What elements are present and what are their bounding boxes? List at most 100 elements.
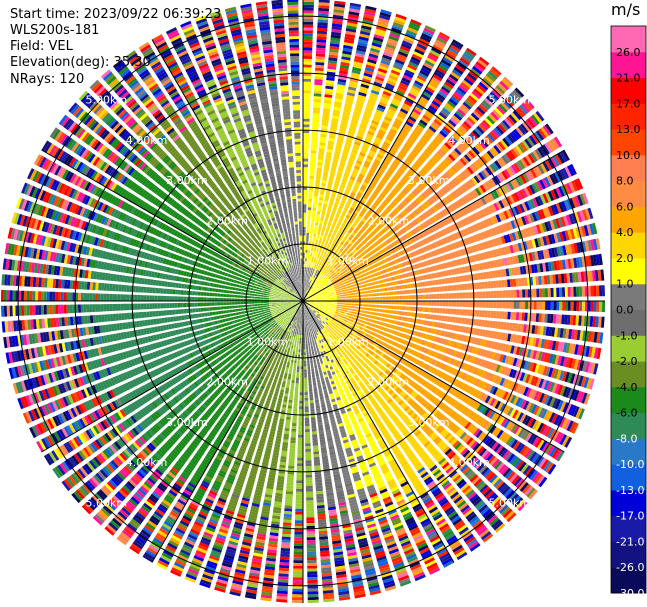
ppi-gate — [303, 241, 306, 245]
ppi-gate — [450, 308, 454, 315]
ppi-gate — [303, 41, 313, 45]
ppi-gate — [307, 210, 312, 213]
ppi-gate — [556, 301, 560, 311]
ppi-gate — [323, 165, 330, 170]
ppi-gate — [368, 293, 372, 297]
ppi-gate — [322, 116, 330, 121]
ppi-gate — [336, 90, 345, 95]
ppi-gate — [334, 287, 338, 290]
ppi-gate — [332, 109, 341, 114]
ppi-gate — [306, 238, 309, 242]
ppi-gate — [570, 286, 574, 297]
ppi-gate — [351, 306, 354, 309]
ppi-gate — [318, 10, 329, 15]
ppi-gate — [324, 160, 331, 164]
ppi-gate — [310, 224, 314, 228]
ppi-gate — [304, 286, 305, 290]
ppi-gate — [386, 314, 391, 318]
ppi-gate — [369, 315, 373, 319]
ppi-gate — [343, 312, 347, 315]
ppi-gate — [496, 301, 500, 309]
ppi-gate — [351, 298, 355, 301]
ppi-gate — [321, 125, 328, 129]
ppi-gate — [340, 61, 350, 67]
ppi-gate — [307, 267, 310, 271]
ppi-gate — [308, 250, 311, 253]
ppi-gate — [342, 294, 346, 297]
ppi-gate — [309, 267, 312, 271]
ppi-gate — [422, 294, 426, 300]
ppi-gate — [391, 305, 394, 310]
ppi-gate — [386, 282, 390, 287]
ppi-gate — [468, 292, 472, 299]
ppi-gate — [431, 301, 435, 306]
ppi-gate — [372, 312, 377, 316]
ppi-gate — [322, 302, 326, 303]
ppi-gate — [325, 299, 329, 301]
ppi-gate — [316, 33, 327, 38]
ppi-gate — [316, 257, 319, 261]
ppi-gate — [393, 310, 397, 315]
ppi-gate — [337, 81, 346, 86]
ppi-gate — [334, 3, 346, 8]
ppi-gate — [340, 64, 350, 69]
ppi-gate — [505, 290, 509, 298]
ppi-gate — [313, 230, 317, 234]
ppi-gate — [399, 306, 403, 310]
ppi-gate — [331, 120, 339, 125]
ppi-gate — [336, 84, 346, 89]
ppi-gate — [456, 284, 460, 291]
ppi-gate — [462, 301, 466, 307]
ppi-gate — [354, 298, 358, 301]
ppi-gate — [319, 194, 324, 198]
ppi-gate — [387, 287, 391, 291]
ppi-gate — [361, 310, 365, 314]
ppi-gate — [303, 0, 315, 2]
ppi-gate — [349, 2, 362, 8]
ppi-gate — [304, 289, 306, 293]
ppi-gate — [345, 315, 350, 318]
ppi-gate — [436, 286, 440, 292]
ppi-gate — [405, 306, 409, 311]
ppi-gate — [550, 301, 554, 311]
ppi-gate — [322, 177, 328, 181]
ppi-gate — [317, 299, 321, 300]
ppi-gate — [315, 251, 319, 255]
ppi-gate — [536, 288, 540, 298]
ppi-gate — [567, 287, 571, 297]
ppi-gate — [313, 196, 318, 200]
ppi-gate — [316, 248, 319, 252]
ppi-gate — [304, 272, 306, 276]
ppi-gate — [388, 296, 392, 300]
ppi-gate — [345, 30, 356, 36]
ppi-gate — [402, 290, 406, 295]
ppi-gate — [314, 87, 322, 91]
ppi-gate — [448, 293, 452, 299]
ppi-gate — [321, 122, 329, 127]
ppi-gate — [375, 285, 379, 289]
ppi-gate — [363, 314, 368, 317]
ppi-gate — [319, 196, 324, 201]
ppi-gate — [510, 301, 514, 309]
ppi-gate — [321, 180, 327, 184]
ppi-gate — [303, 195, 307, 199]
ppi-gate — [308, 195, 313, 199]
ppi-gate — [445, 293, 449, 299]
ppi-gate — [390, 291, 394, 295]
ppi-gate — [345, 296, 349, 299]
ppi-gate — [404, 284, 408, 289]
ppi-gate — [335, 311, 339, 314]
ppi-gate — [310, 253, 313, 257]
ppi-gate — [344, 291, 348, 294]
ppi-gate — [336, 87, 345, 92]
ppi-gate — [408, 295, 412, 300]
ppi-gate — [447, 308, 451, 315]
ppi-gate — [339, 67, 349, 72]
ppi-gate — [303, 124, 310, 128]
ppi-gate — [484, 281, 488, 289]
ppi-gate — [564, 287, 568, 297]
ppi-gate — [332, 112, 340, 117]
ppi-gate — [590, 301, 594, 312]
ppi-gate — [314, 225, 318, 229]
